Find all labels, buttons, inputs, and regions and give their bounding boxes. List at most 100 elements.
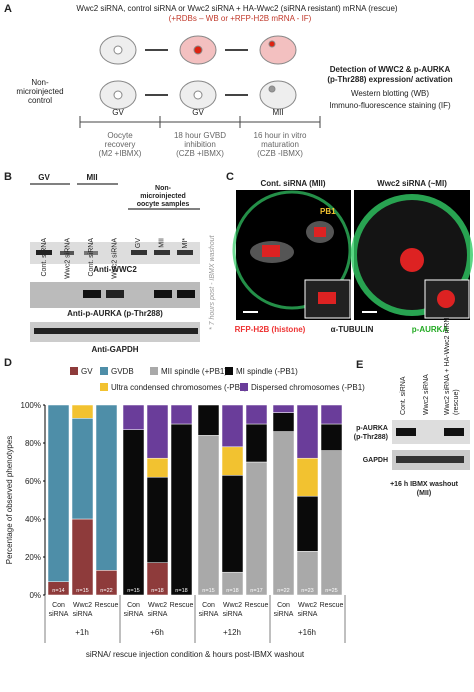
legend-swatch	[150, 367, 158, 375]
legend-label: MI spindle (-PB1)	[236, 367, 298, 376]
bar-segment	[245, 423, 268, 463]
bar-segment	[221, 446, 244, 476]
bar-segment	[170, 423, 193, 596]
image-title: Wwc2 siRNA (~MI)	[377, 179, 447, 188]
bar-segment	[296, 457, 319, 497]
group-label: Non-	[155, 185, 172, 192]
bar-segment	[170, 404, 193, 425]
oocyte-row	[99, 35, 297, 110]
n-label: n=22	[100, 588, 112, 594]
bar-segment	[221, 475, 244, 573]
stain-legend: RFP-H2B (histone)	[235, 325, 306, 334]
bar-segment	[122, 429, 145, 596]
method-text: Western blotting (WB)	[351, 89, 429, 98]
legend-label: GV	[81, 367, 93, 376]
x-tick-label: Con siRNA	[124, 602, 144, 618]
n-label: n=18	[175, 588, 187, 594]
arrows	[79, 49, 321, 128]
legend-swatch	[100, 383, 108, 391]
panel-letter: E	[356, 359, 363, 371]
blot-label: p-AURKA	[356, 425, 388, 432]
x-tick-label: Wwc2 siRNA	[148, 602, 168, 618]
lane-label: Cont. siRNA	[41, 238, 48, 277]
n-label: n=22	[277, 588, 289, 594]
footer-label: +16 h IBMX washout	[390, 481, 459, 488]
group-label: oocyte samples	[137, 201, 190, 208]
x-tick-label: Wwc2 siRNA	[298, 602, 318, 618]
panel-letter: B	[4, 171, 12, 183]
y-tick-label: 0%	[29, 591, 41, 600]
x-tick-label: Rescue	[170, 602, 194, 609]
legend-swatch	[100, 367, 108, 375]
bar-segment	[146, 457, 169, 478]
bar-segment	[95, 404, 118, 571]
bar-segment	[245, 404, 268, 425]
bar-segment	[71, 418, 94, 520]
lane-label: Wwc2 siRNA + HA-Wwc2 mRNA	[444, 313, 451, 415]
lane-label: (rescue)	[453, 389, 460, 415]
legend-swatch	[225, 367, 233, 375]
legend-swatch	[240, 383, 248, 391]
panel-letter: C	[226, 171, 234, 183]
n-label: n=15	[202, 588, 214, 594]
bar-segment	[320, 423, 343, 451]
x-tick-label: Rescue	[320, 602, 344, 609]
blot-label: Anti-p-AURKA (p-Thr288)	[67, 309, 163, 318]
bar-segment	[71, 518, 94, 596]
legend-label: GVDB	[111, 367, 134, 376]
bar-segment	[146, 476, 169, 563]
x-tick-label: Rescue	[245, 602, 269, 609]
timeline-text: (M2 +IBMX)	[99, 149, 142, 158]
heading: Wwc2 siRNA, control siRNA or Wwc2 siRNA …	[76, 4, 398, 13]
bar-segment	[272, 431, 295, 596]
y-axis-label: Percentage of observed phenotypes	[5, 436, 14, 565]
n-label: n=25	[325, 588, 337, 594]
y-tick-label: 100%	[21, 401, 41, 410]
lane-label: Wwc2 siRNA	[65, 238, 72, 279]
x-tick-label: Rescue	[95, 602, 119, 609]
blots-e	[392, 420, 470, 470]
stain-legend: p-AURKA	[412, 325, 449, 334]
image-title: Cont. siRNA (MII)	[260, 179, 325, 188]
x-tick-label: Wwc2 siRNA	[223, 602, 243, 618]
timeline-text: recovery	[105, 140, 136, 149]
n-label: n=15	[76, 588, 88, 594]
n-label: n=17	[250, 588, 262, 594]
group-label: +1h	[75, 628, 89, 637]
bar-segment	[296, 495, 319, 552]
detection-text: Detection of WWC2 & p-AURKA	[330, 65, 451, 74]
timeline-text: 16 hour in vitro	[254, 131, 307, 140]
control-label: microinjected	[16, 87, 63, 96]
bar-segment	[221, 404, 244, 448]
group-label: microinjected	[140, 193, 186, 200]
timeline-text: inhibition	[184, 140, 216, 149]
lane-label: Cont. siRNA	[88, 238, 95, 277]
lane-label: Wwc2 siRNA	[423, 374, 430, 415]
bar-segment	[197, 435, 220, 596]
timeline-text: (CZB -IBMX)	[257, 149, 303, 158]
lane-label: GV	[135, 238, 142, 248]
legend-label: MII spindle (+PB1)	[161, 367, 227, 376]
stage-label: GV	[192, 108, 204, 117]
bar-segment	[47, 404, 70, 582]
subheading: (+RDBs – WB or +RFP-H2B mRNA - IF)	[169, 14, 312, 23]
bar-segment	[122, 404, 145, 430]
group-label: +16h	[298, 628, 316, 637]
x-tick-label: Wwc2 siRNA	[73, 602, 93, 618]
blot-label: Anti-WWC2	[93, 265, 137, 274]
group-label: +12h	[223, 628, 241, 637]
y-tick-label: 40%	[25, 515, 41, 524]
timeline-text: (CZB +IBMX)	[176, 149, 224, 158]
legend-label: Ultra condensed chromosomes (-PB1)	[111, 383, 247, 392]
control-label: control	[28, 96, 52, 105]
n-label: n=15	[127, 588, 139, 594]
bar-segment	[320, 450, 343, 596]
y-tick-label: 60%	[25, 477, 41, 486]
group-label: GV	[38, 173, 50, 182]
timeline-text: 18 hour GVBD	[174, 131, 226, 140]
bar-segment	[71, 404, 94, 419]
lane-label: Cont. siRNA	[400, 376, 407, 415]
x-tick-label: Con siRNA	[274, 602, 294, 618]
lane-label: MI*	[182, 238, 189, 249]
y-tick-label: 80%	[25, 439, 41, 448]
